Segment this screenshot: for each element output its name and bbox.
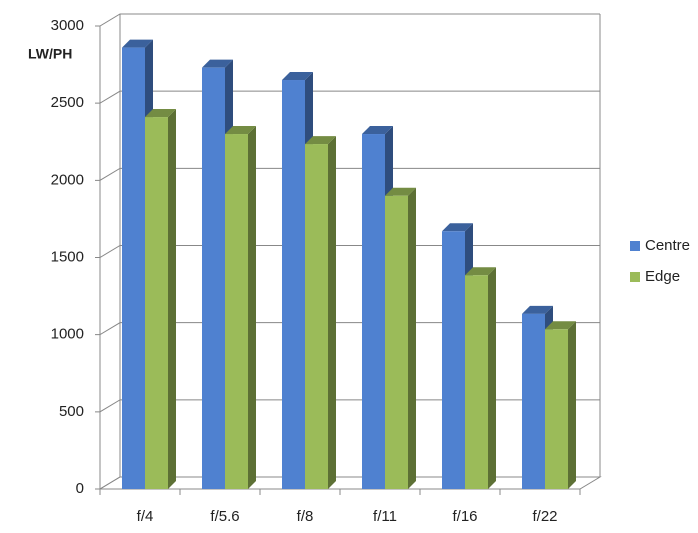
bar bbox=[225, 134, 248, 490]
legend-swatch bbox=[630, 241, 640, 251]
bar bbox=[545, 329, 568, 489]
y-tick-label: 1500 bbox=[51, 248, 84, 265]
bar-top bbox=[522, 305, 553, 314]
legend-label: Edge bbox=[645, 268, 680, 285]
y-tick-label: 2500 bbox=[51, 94, 84, 111]
bar-side bbox=[568, 321, 576, 489]
y-tick-label: 3000 bbox=[51, 17, 84, 34]
bar-top bbox=[122, 39, 153, 48]
y-tick-label: 2000 bbox=[51, 171, 84, 188]
grid-line bbox=[95, 167, 600, 181]
x-tick-label: f/22 bbox=[532, 508, 557, 525]
bar bbox=[465, 275, 488, 489]
bar-top bbox=[465, 267, 496, 276]
x-tick-label: f/5.6 bbox=[210, 508, 239, 525]
bar bbox=[442, 231, 465, 489]
y-tick-label: 500 bbox=[59, 403, 84, 420]
bar bbox=[362, 134, 385, 490]
x-tick-label: f/11 bbox=[373, 508, 397, 525]
bar bbox=[385, 195, 408, 489]
bar-top bbox=[385, 187, 416, 196]
x-tick-label: f/4 bbox=[137, 508, 154, 525]
bar bbox=[282, 80, 305, 490]
bar bbox=[305, 144, 328, 489]
grid-line bbox=[95, 90, 600, 104]
bar-side bbox=[248, 126, 256, 490]
grid-line bbox=[95, 245, 600, 258]
bar-top bbox=[442, 223, 473, 232]
y-axis-label: LW/PH bbox=[28, 46, 72, 62]
bar-side bbox=[328, 136, 336, 489]
bar-side bbox=[488, 267, 496, 489]
grid-line bbox=[95, 399, 600, 413]
x-tick-label: f/16 bbox=[452, 508, 477, 525]
legend-label: Centre bbox=[645, 237, 690, 254]
bar-top bbox=[362, 126, 393, 135]
grid-line bbox=[95, 322, 600, 336]
x-tick-label: f/8 bbox=[297, 508, 314, 525]
bar-side bbox=[408, 187, 416, 489]
bar bbox=[122, 47, 145, 490]
bar-top bbox=[145, 109, 176, 118]
legend-swatch bbox=[630, 272, 640, 282]
bar-top bbox=[545, 321, 576, 330]
bar bbox=[202, 67, 225, 490]
bar-top bbox=[282, 72, 313, 81]
bar-top bbox=[202, 59, 233, 68]
grid-line bbox=[95, 476, 600, 490]
bar bbox=[522, 313, 545, 489]
bar-side bbox=[168, 109, 176, 489]
y-tick-label: 0 bbox=[76, 480, 84, 497]
bar bbox=[145, 117, 168, 489]
bar-top bbox=[225, 126, 256, 135]
grid-line bbox=[95, 13, 600, 27]
y-tick-label: 1000 bbox=[51, 326, 84, 343]
bar-top bbox=[305, 136, 336, 145]
